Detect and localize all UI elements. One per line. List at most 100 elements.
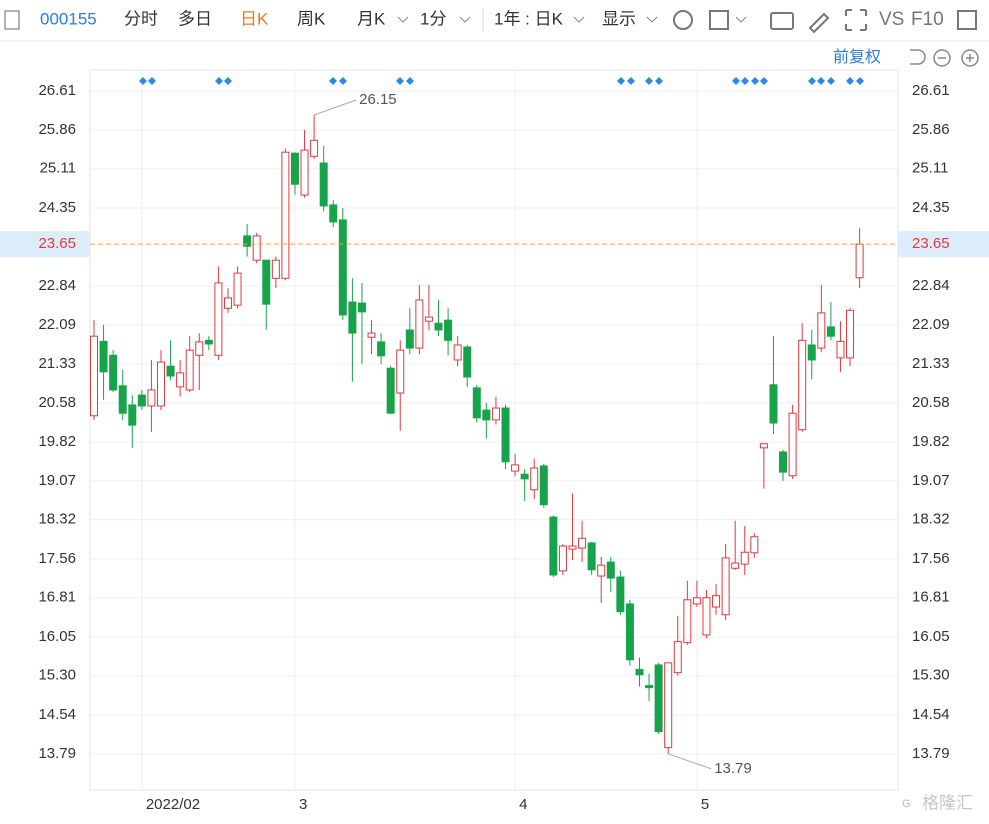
chevron (573, 16, 585, 23)
sidebar-icon[interactable] (957, 10, 977, 30)
candle-body (472, 387, 481, 419)
tab[interactable]: 月K (357, 9, 386, 28)
y-tick-label-right: 24.35 (912, 199, 950, 216)
candle-body (692, 597, 701, 605)
candle-body (405, 329, 414, 349)
candle-body (156, 361, 165, 407)
range[interactable]: 1年 : 日K (494, 9, 564, 28)
candle-body (243, 235, 252, 247)
candle-body (769, 384, 778, 424)
y-tick-label-right: 22.84 (912, 277, 950, 294)
reset-icon[interactable] (910, 49, 926, 65)
zoom-out[interactable] (933, 49, 951, 67)
stock-code[interactable]: 000155 (40, 9, 97, 28)
candle-body (329, 204, 338, 223)
chevron (735, 16, 747, 23)
y-tick-label-right: 25.11 (912, 160, 948, 177)
candle-body (712, 595, 721, 608)
event-marker (732, 77, 740, 85)
candle-body (635, 669, 644, 676)
event-marker (148, 77, 156, 85)
candle-body (654, 664, 663, 733)
zoom-in[interactable] (961, 49, 979, 67)
low-label: 13.79 (714, 760, 752, 777)
candle-body (463, 346, 472, 378)
candle-body (357, 302, 366, 313)
y-tick-label: 20.58 (38, 394, 76, 411)
f10[interactable]: F10 (911, 9, 944, 30)
panel-icon[interactable] (4, 10, 20, 30)
candle-body (424, 316, 433, 322)
event-marker (827, 77, 835, 85)
event-marker (760, 77, 768, 85)
candle-body (491, 407, 500, 421)
candle-body (568, 545, 577, 550)
candle-body (645, 685, 654, 689)
plot-frame (89, 69, 899, 791)
x-tick-label: 3 (299, 796, 307, 813)
candle-body (520, 473, 529, 480)
camera-icon[interactable] (770, 12, 794, 30)
high-leader (313, 99, 357, 116)
candle-body (807, 344, 816, 361)
candle-body (453, 344, 462, 361)
candle-body (262, 259, 271, 305)
candle-body (511, 464, 520, 472)
high-label: 26.15 (359, 91, 397, 108)
candle-body (90, 335, 98, 417)
candle-body (587, 542, 596, 571)
interval[interactable]: 1分 (420, 9, 446, 28)
zoom-in-sign (966, 54, 974, 62)
candle-body (740, 551, 749, 565)
candle-body (319, 162, 328, 207)
x-tick-label: 5 (701, 796, 709, 813)
chevron (646, 16, 658, 23)
y-tick-label-right: 19.82 (912, 433, 950, 450)
event-marker (139, 77, 147, 85)
candle-body (310, 139, 319, 157)
price-label-right: 23.65 (912, 235, 950, 252)
y-tick-label: 19.82 (38, 433, 76, 450)
tab[interactable]: 多日 (178, 9, 212, 28)
candle-body (664, 662, 673, 749)
candle-body (204, 339, 213, 345)
box-icon[interactable] (709, 10, 729, 30)
candle-body (673, 641, 682, 674)
event-marker (655, 77, 663, 85)
tab[interactable]: 分时 (124, 9, 158, 28)
candle-body (530, 467, 539, 491)
plot: 13.79 13.79 14.54 14.54 15.30 15.30 16.05 16.05… (0, 70, 989, 813)
price-highlight-right (898, 231, 989, 258)
settings-icon[interactable] (673, 10, 693, 30)
candle-body (281, 151, 290, 279)
x-tick-label: 4 (519, 796, 527, 813)
event-marker (396, 77, 404, 85)
event-marker (856, 77, 864, 85)
y-tick-label: 25.11 (40, 160, 76, 177)
candle-body (558, 545, 567, 572)
candle-body (185, 349, 194, 391)
adjust[interactable]: 前复权 (833, 48, 881, 66)
event-marker (215, 77, 223, 85)
price-highlight-left (0, 231, 90, 258)
fullscreen-icon[interactable] (845, 9, 867, 31)
y-tick-label-right: 22.09 (912, 316, 950, 333)
pen-icon[interactable] (808, 12, 830, 34)
y-tick-label: 22.09 (38, 316, 76, 333)
y-tick-label-right: 26.61 (912, 82, 950, 99)
tab-active[interactable]: 日K (240, 9, 269, 28)
y-tick-label: 22.84 (38, 277, 76, 294)
chevron (459, 16, 471, 23)
candle-body (597, 564, 606, 577)
candle-body (826, 326, 835, 337)
tab[interactable]: 周K (297, 9, 326, 28)
candle-body (606, 561, 615, 579)
candle-body (836, 340, 845, 359)
display[interactable]: 显示 (602, 9, 636, 28)
y-tick-label-right: 19.07 (912, 472, 950, 489)
y-tick-label-right: 13.79 (912, 745, 950, 762)
candle-body (99, 340, 108, 373)
candle-body (721, 557, 730, 616)
y-tick-label-right: 18.32 (912, 511, 950, 528)
vs[interactable]: VS (879, 9, 904, 30)
